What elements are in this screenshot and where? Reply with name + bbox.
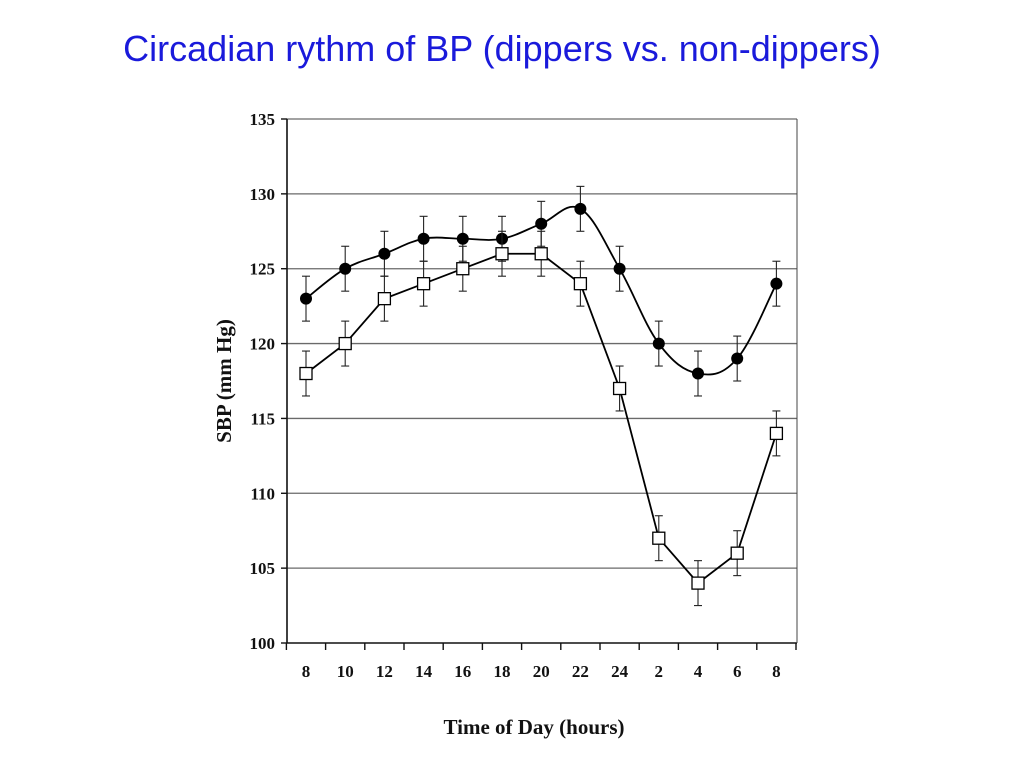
x-tick-label: 18 xyxy=(494,662,511,681)
data-point-circle xyxy=(731,352,744,365)
x-tick-labels: 8 10 12 14 16 18 20 22 24 2 4 6 8 xyxy=(302,662,781,681)
y-tick-labels: 100 105 110 115 120 125 130 135 xyxy=(250,110,276,653)
data-point-square xyxy=(416,277,431,291)
data-point-square xyxy=(299,366,313,381)
y-tick-label: 115 xyxy=(250,409,275,428)
y-tick-label: 100 xyxy=(250,634,276,653)
data-point-circle xyxy=(613,262,626,275)
data-point-square xyxy=(730,546,744,560)
data-point-square xyxy=(534,247,548,261)
grid-lines xyxy=(287,118,797,569)
data-point-circle xyxy=(652,337,665,350)
y-tick-label: 130 xyxy=(250,185,276,204)
data-point-square xyxy=(612,381,627,396)
data-point-square xyxy=(691,576,705,590)
data-point-circle xyxy=(770,277,783,290)
data-point-circle xyxy=(339,262,352,275)
y-tick-label: 105 xyxy=(250,559,276,578)
data-point-circle xyxy=(417,232,430,245)
y-tick-label: 120 xyxy=(250,335,276,354)
x-tick-label: 14 xyxy=(415,662,433,681)
data-point-circle xyxy=(574,202,587,215)
x-tick-label: 2 xyxy=(655,662,664,681)
x-tick-label: 8 xyxy=(772,662,781,681)
series xyxy=(299,185,784,607)
x-tick-label: 6 xyxy=(733,662,742,681)
data-point-square xyxy=(495,247,509,261)
slide-title: Circadian rythm of BP (dippers vs. non-d… xyxy=(123,28,881,69)
y-axis-label: SBP (mm Hg) xyxy=(212,319,236,443)
data-point-circle xyxy=(378,247,391,260)
series-2 xyxy=(299,230,784,607)
data-point-square xyxy=(573,277,588,291)
x-tick-label: 20 xyxy=(533,662,550,681)
data-point-circle xyxy=(456,232,469,245)
data-point-square xyxy=(652,531,666,545)
x-tick-label: 22 xyxy=(572,662,589,681)
x-tick-label: 8 xyxy=(302,662,311,681)
data-point-square xyxy=(377,292,392,306)
data-point-square xyxy=(456,262,470,276)
x-tick-label: 12 xyxy=(376,662,393,681)
y-tick-label: 125 xyxy=(250,260,276,279)
y-tick-label: 135 xyxy=(250,110,276,129)
x-axis-label: Time of Day (hours) xyxy=(443,715,624,739)
x-tick-label: 10 xyxy=(337,662,354,681)
x-tick-label: 16 xyxy=(454,662,471,681)
data-point-circle xyxy=(535,217,548,230)
data-point-square xyxy=(769,426,784,441)
x-tick-label: 4 xyxy=(694,662,703,681)
axes xyxy=(281,118,798,650)
x-tick-label: 24 xyxy=(611,662,629,681)
series-1 xyxy=(300,185,783,397)
y-tick-label: 110 xyxy=(250,484,275,503)
data-point-square xyxy=(338,336,352,351)
data-point-circle xyxy=(300,292,312,305)
data-point-circle xyxy=(692,367,704,380)
